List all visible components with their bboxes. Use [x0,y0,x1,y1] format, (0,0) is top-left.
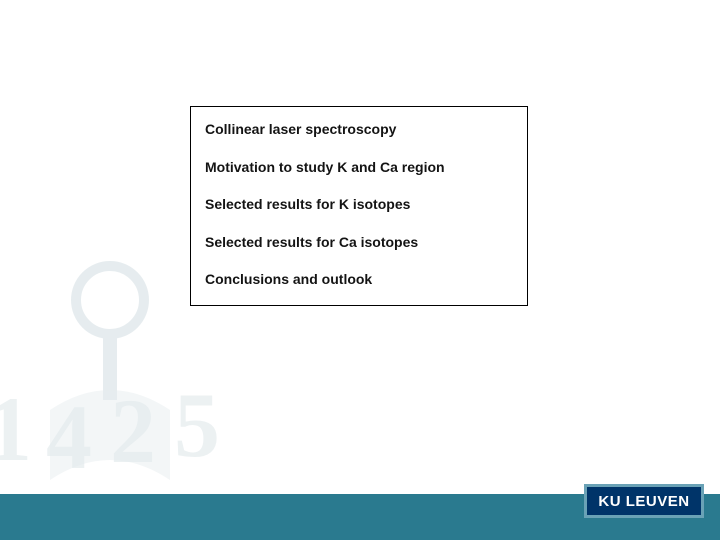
svg-text:5: 5 [174,374,220,476]
ku-leuven-logo: KU LEUVEN [584,484,704,518]
svg-text:4: 4 [46,386,92,488]
outline-item: Selected results for Ca isotopes [205,234,513,252]
outline-box: Collinear laser spectroscopy Motivation … [190,106,528,306]
logo-text: KU LEUVEN [598,493,689,510]
svg-text:1: 1 [0,378,32,480]
outline-item: Selected results for K isotopes [205,196,513,214]
outline-item: Motivation to study K and Ca region [205,159,513,177]
slide: 1 4 2 5 Collinear laser spectroscopy Mot… [0,0,720,540]
svg-text:2: 2 [110,380,156,482]
outline-item: Conclusions and outlook [205,271,513,289]
outline-item: Collinear laser spectroscopy [205,121,513,139]
